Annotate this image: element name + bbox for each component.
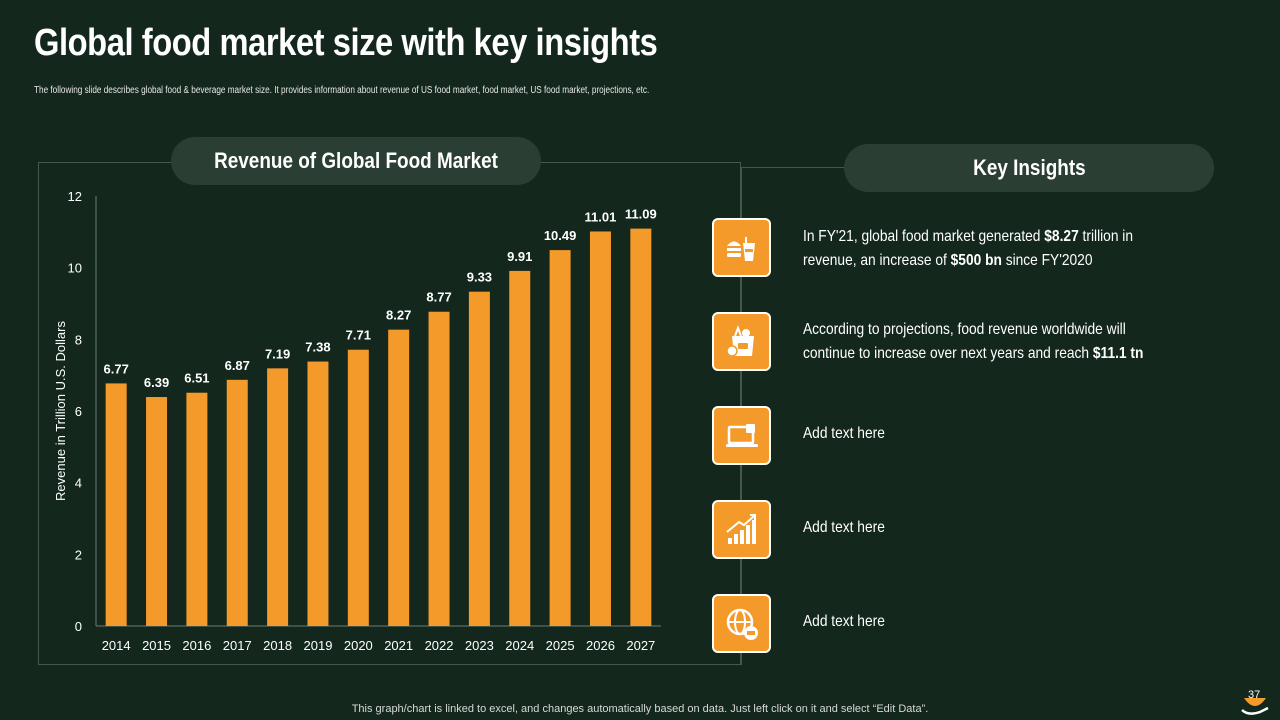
insight-text-2: According to projections, food revenue w… xyxy=(803,321,1144,362)
x-tick-label: 2018 xyxy=(263,638,292,653)
y-tick-label: 6 xyxy=(75,404,82,419)
y-tick-label: 0 xyxy=(75,619,82,634)
insight-item-1: In FY'21, global food market generated $… xyxy=(712,218,1272,278)
y-tick-label: 12 xyxy=(68,189,82,204)
chart-title-pill: Revenue of Global Food Market xyxy=(171,137,541,185)
bar-value-label: 6.51 xyxy=(184,371,209,386)
insight-text-4: Add text here xyxy=(803,519,885,536)
bar xyxy=(388,329,410,626)
bar xyxy=(589,231,611,626)
x-tick-label: 2020 xyxy=(344,638,373,653)
bar-value-label: 6.77 xyxy=(104,361,129,376)
x-tick-label: 2027 xyxy=(626,638,655,653)
bar-value-label: 9.33 xyxy=(467,270,492,285)
bar xyxy=(267,368,289,626)
insight-text-5: Add text here xyxy=(803,613,885,630)
laptop-icon xyxy=(712,406,771,465)
bar-value-label: 11.01 xyxy=(585,209,617,224)
x-tick-label: 2025 xyxy=(546,638,575,653)
bar xyxy=(226,379,248,626)
y-tick-label: 4 xyxy=(75,476,82,491)
growth-chart-icon xyxy=(712,500,771,559)
page-number: 37 xyxy=(1248,689,1261,701)
grocery-bag-icon xyxy=(712,312,771,371)
y-tick-label: 2 xyxy=(75,547,82,562)
x-tick-label: 2023 xyxy=(465,638,494,653)
bar-value-label: 10.49 xyxy=(544,228,577,243)
x-tick-label: 2019 xyxy=(304,638,333,653)
insight-item-4: Add text here xyxy=(712,500,1272,560)
bar xyxy=(347,349,369,626)
insights-title: Key Insights xyxy=(972,155,1086,180)
x-tick-label: 2026 xyxy=(586,638,615,653)
insight-text-1: In FY'21, global food market generated $… xyxy=(803,228,1134,269)
insights-connector-line xyxy=(741,167,845,168)
page-title: Global food market size with key insight… xyxy=(34,22,658,64)
chart-title: Revenue of Global Food Market xyxy=(214,148,498,173)
y-tick-label: 8 xyxy=(75,332,82,347)
x-tick-label: 2024 xyxy=(505,638,534,653)
insight-text-3: Add text here xyxy=(803,425,885,442)
x-tick-label: 2014 xyxy=(102,638,131,653)
insight-item-2: According to projections, food revenue w… xyxy=(712,312,1272,372)
bar-value-label: 6.87 xyxy=(225,358,250,373)
bar-value-label: 7.71 xyxy=(346,328,371,343)
bar xyxy=(428,311,450,626)
insights-title-pill: Key Insights xyxy=(844,144,1214,192)
insight-item-3: Add text here xyxy=(712,406,1272,466)
bar-value-label: 11.09 xyxy=(625,207,657,222)
revenue-bar-chart[interactable]: 0 2 4 6 8 10 12 Revenue in Trillion U.S. Dollar… xyxy=(38,162,741,665)
bar xyxy=(549,250,571,626)
x-tick-label: 2022 xyxy=(425,638,454,653)
page-subtitle: The following slide describes global foo… xyxy=(34,85,650,96)
x-tick-label: 2021 xyxy=(384,638,413,653)
bar xyxy=(307,361,329,626)
bar-value-label: 8.77 xyxy=(426,290,451,305)
y-tick-label: 10 xyxy=(68,261,82,276)
bar-value-label: 7.38 xyxy=(305,340,330,355)
bar-value-label: 6.39 xyxy=(144,375,169,390)
footer-note: This graph/chart is linked to excel, and… xyxy=(351,703,929,715)
bar-value-label: 9.91 xyxy=(507,249,532,264)
y-axis-label: Revenue in Trillion U.S. Dollars xyxy=(53,321,68,501)
fast-food-icon xyxy=(712,218,771,277)
bar xyxy=(630,228,652,626)
bar xyxy=(105,383,127,626)
bar xyxy=(146,397,168,626)
bar-value-label: 8.27 xyxy=(386,308,411,323)
bar xyxy=(509,270,531,626)
bar-value-label: 7.19 xyxy=(265,346,290,361)
global-shopping-icon xyxy=(712,594,771,653)
brand-logo-icon xyxy=(1241,698,1269,715)
x-tick-label: 2016 xyxy=(182,638,211,653)
bar xyxy=(468,291,490,626)
bar xyxy=(186,392,208,626)
insight-item-5: Add text here xyxy=(712,594,1272,654)
x-tick-label: 2017 xyxy=(223,638,252,653)
x-tick-label: 2015 xyxy=(142,638,171,653)
